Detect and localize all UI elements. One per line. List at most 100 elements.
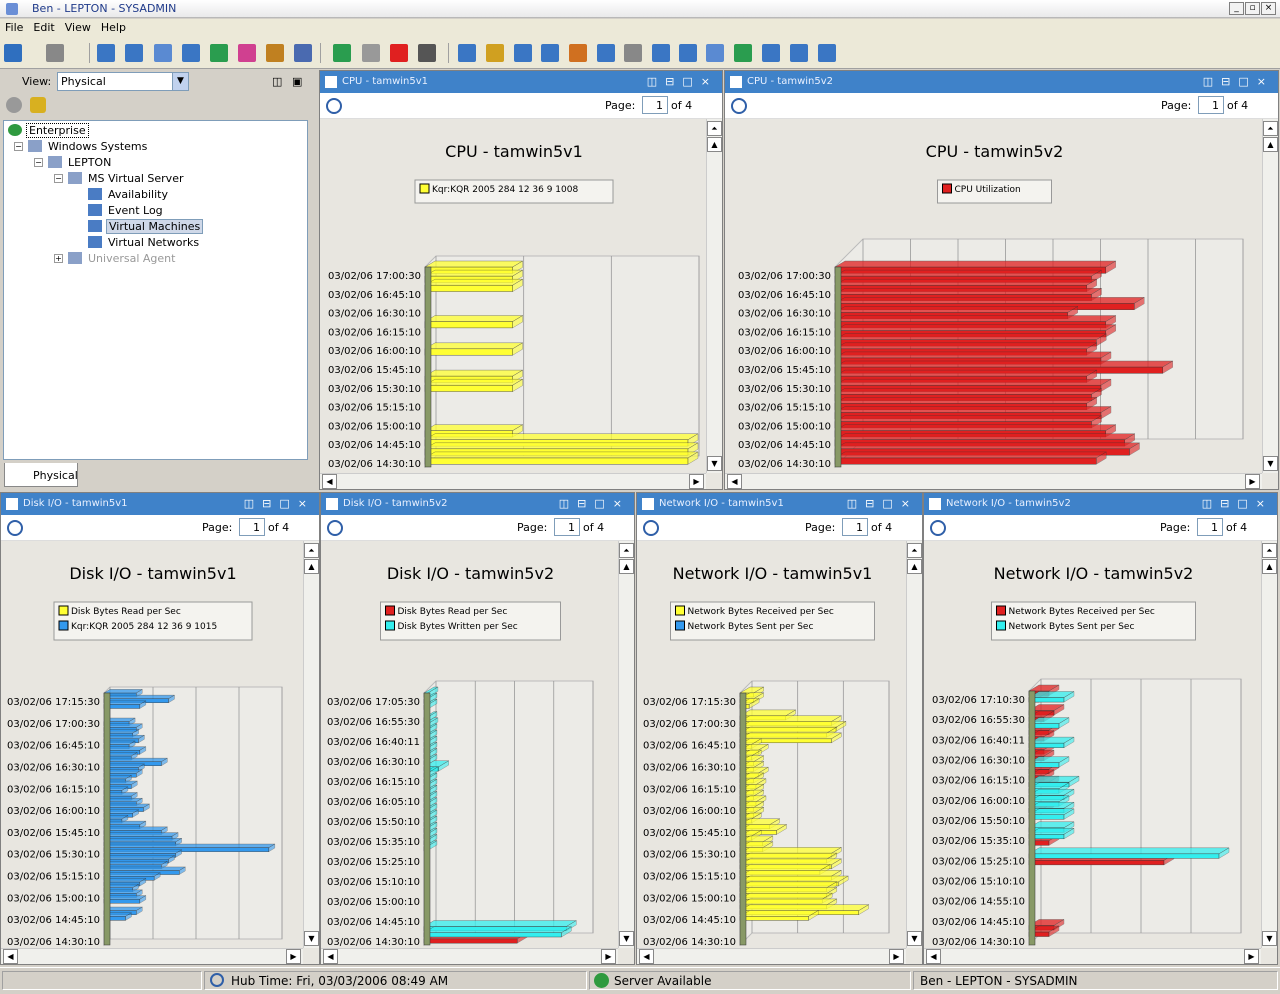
scroll-left-icon[interactable]: ◀ (727, 474, 742, 489)
event-console-icon[interactable] (652, 44, 670, 62)
time-span-icon[interactable] (930, 520, 946, 536)
horizontal-scrollbar[interactable]: ◀ ▶ (924, 948, 1261, 964)
page-input[interactable]: 1 (642, 96, 668, 114)
properties-icon[interactable] (154, 44, 172, 62)
panel-window-buttons[interactable]: ◫⊟□× (646, 75, 718, 88)
scroll-top-icon[interactable]: ⏶ (1262, 543, 1277, 558)
gauge-icon[interactable] (569, 44, 587, 62)
vertical-scrollbar[interactable]: ⏶ ▲ ▼ (618, 541, 634, 948)
scroll-down-icon[interactable]: ▼ (1263, 456, 1278, 471)
forward-menu-icon[interactable] (70, 44, 78, 62)
time-span-icon[interactable] (643, 520, 659, 536)
tree-node[interactable]: LEPTON (48, 155, 113, 170)
plot-chart-icon[interactable] (541, 44, 559, 62)
time-span-icon[interactable] (326, 98, 342, 114)
vertical-scrollbar[interactable]: ⏶ ▲ ▼ (906, 541, 922, 948)
vertical-scrollbar[interactable]: ⏶ ▲ ▼ (1262, 119, 1278, 473)
scroll-down-icon[interactable]: ▼ (1262, 931, 1277, 946)
notepad-icon[interactable] (597, 44, 615, 62)
tools-icon[interactable] (30, 97, 46, 113)
chat-icon[interactable] (706, 44, 724, 62)
scroll-up-icon[interactable]: ▲ (707, 137, 722, 152)
chevron-down-icon[interactable]: ▼ (172, 73, 188, 90)
horizontal-scrollbar[interactable]: ◀ ▶ (725, 473, 1262, 489)
expander-icon[interactable]: + (54, 254, 63, 263)
tree-node[interactable]: Windows Systems (28, 139, 149, 154)
split-icon[interactable]: ◫ (272, 75, 283, 88)
maximize-icon[interactable]: ▣ (292, 75, 303, 88)
menu-file[interactable]: File (5, 21, 24, 34)
scroll-right-icon[interactable]: ▶ (689, 474, 704, 489)
camera-icon[interactable] (818, 44, 836, 62)
time-span-icon[interactable] (327, 520, 343, 536)
edit-icon[interactable] (266, 44, 284, 62)
tree-node[interactable]: Availability (88, 187, 170, 202)
panel-window-buttons[interactable]: ◫⊟□× (1202, 75, 1274, 88)
scroll-left-icon[interactable]: ◀ (639, 949, 654, 964)
scroll-down-icon[interactable]: ▼ (619, 931, 634, 946)
scroll-left-icon[interactable]: ◀ (322, 474, 337, 489)
menu-edit[interactable]: Edit (33, 21, 55, 34)
tree-node[interactable]: Event Log (88, 203, 165, 218)
scroll-left-icon[interactable]: ◀ (3, 949, 18, 964)
link-icon[interactable] (238, 44, 256, 62)
page-input[interactable]: 1 (554, 518, 580, 536)
close-button[interactable]: × (1261, 2, 1276, 15)
help-icon[interactable] (294, 44, 312, 62)
bar-chart-icon[interactable] (514, 44, 532, 62)
scroll-left-icon[interactable]: ◀ (926, 949, 941, 964)
horizontal-scrollbar[interactable]: ◀ ▶ (320, 473, 706, 489)
scroll-up-icon[interactable]: ▲ (907, 559, 922, 574)
scroll-down-icon[interactable]: ▼ (707, 456, 722, 471)
panel-window-buttons[interactable]: ◫⊟□× (1201, 497, 1273, 510)
page-input[interactable]: 1 (842, 518, 868, 536)
scroll-up-icon[interactable]: ▲ (1263, 137, 1278, 152)
forward-icon[interactable] (46, 44, 64, 62)
tree-node[interactable]: Virtual Networks (88, 235, 201, 250)
minimize-button[interactable]: _ (1229, 2, 1244, 15)
scroll-right-icon[interactable]: ▶ (286, 949, 301, 964)
scroll-top-icon[interactable]: ⏶ (907, 543, 922, 558)
expander-icon[interactable]: − (34, 158, 43, 167)
stop-icon[interactable] (6, 97, 22, 113)
scroll-right-icon[interactable]: ▶ (889, 949, 904, 964)
restore-button[interactable]: ▫ (1245, 2, 1260, 15)
vertical-scrollbar[interactable]: ⏶ ▲ ▼ (706, 119, 722, 473)
back-menu-icon[interactable] (28, 44, 36, 62)
scroll-top-icon[interactable]: ⏶ (707, 121, 722, 136)
scroll-right-icon[interactable]: ▶ (1244, 949, 1259, 964)
panel-window-buttons[interactable]: ◫⊟□× (558, 497, 630, 510)
refresh-icon[interactable] (333, 44, 351, 62)
horizontal-scrollbar[interactable]: ◀ ▶ (321, 948, 618, 964)
time-span-icon[interactable] (7, 520, 23, 536)
scroll-top-icon[interactable]: ⏶ (304, 543, 319, 558)
scroll-up-icon[interactable]: ▲ (1262, 559, 1277, 574)
workspace-icon[interactable] (182, 44, 200, 62)
graphic-view-icon[interactable] (679, 44, 697, 62)
tree-node[interactable]: Universal Agent (68, 251, 177, 266)
scroll-left-icon[interactable]: ◀ (323, 949, 338, 964)
scroll-up-icon[interactable]: ▲ (304, 559, 319, 574)
browser-icon[interactable] (762, 44, 780, 62)
message-log-icon[interactable] (624, 44, 642, 62)
vertical-scrollbar[interactable]: ⏶ ▲ ▼ (303, 541, 319, 948)
new-window-icon[interactable] (97, 44, 115, 62)
page-input[interactable]: 1 (1198, 96, 1224, 114)
topology-icon[interactable] (210, 44, 228, 62)
expander-icon[interactable]: − (14, 142, 23, 151)
view-select[interactable]: Physical ▼ (57, 72, 189, 91)
page-input[interactable]: 1 (1197, 518, 1223, 536)
table-icon[interactable] (458, 44, 476, 62)
sound-icon[interactable] (418, 44, 436, 62)
tree-node[interactable]: MS Virtual Server (68, 171, 185, 186)
globe-icon[interactable] (734, 44, 752, 62)
panel-window-buttons[interactable]: ◫⊟□× (846, 497, 918, 510)
stop-icon[interactable] (362, 44, 380, 62)
scroll-top-icon[interactable]: ⏶ (619, 543, 634, 558)
panel-window-buttons[interactable]: ◫⊟□× (243, 497, 315, 510)
scroll-down-icon[interactable]: ▼ (907, 931, 922, 946)
vertical-scrollbar[interactable]: ⏶ ▲ ▼ (1261, 541, 1277, 948)
horizontal-scrollbar[interactable]: ◀ ▶ (637, 948, 906, 964)
scroll-down-icon[interactable]: ▼ (304, 931, 319, 946)
terminal-icon[interactable] (790, 44, 808, 62)
